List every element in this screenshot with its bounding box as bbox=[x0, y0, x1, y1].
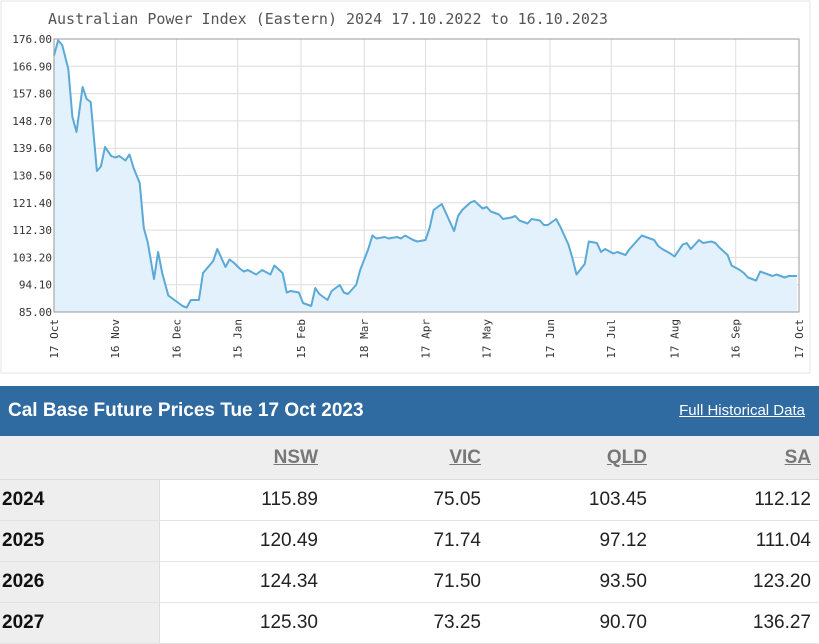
cell-sa: 112.12 bbox=[655, 479, 819, 521]
x-tick-label: 17 May bbox=[481, 319, 494, 359]
header-qld[interactable]: QLD bbox=[489, 436, 655, 480]
x-tick-label: 16 Nov bbox=[109, 319, 122, 359]
cell-qld: 93.50 bbox=[489, 561, 655, 603]
cell-qld: 97.12 bbox=[489, 520, 655, 562]
y-tick-label: 85.00 bbox=[19, 306, 52, 319]
x-tick-label: 16 Dec bbox=[170, 319, 183, 359]
x-tick-label: 15 Feb bbox=[295, 319, 308, 359]
cell-sa: 111.04 bbox=[655, 520, 819, 562]
cell-vic: 73.25 bbox=[326, 602, 489, 644]
x-tick-label: 17 Jun bbox=[544, 319, 557, 359]
cell-nsw: 115.89 bbox=[159, 479, 326, 521]
row-year: 2024 bbox=[0, 479, 160, 521]
header-year bbox=[0, 436, 159, 480]
cell-sa: 136.27 bbox=[655, 602, 819, 644]
y-tick-label: 94.10 bbox=[19, 279, 52, 292]
y-tick-label: 166.90 bbox=[12, 60, 52, 73]
panel-header: Cal Base Future Prices Tue 17 Oct 2023 F… bbox=[0, 386, 819, 436]
full-historical-data-link[interactable]: Full Historical Data bbox=[679, 402, 805, 419]
price-index-chart: Australian Power Index (Eastern) 2024 17… bbox=[0, 0, 811, 374]
header-nsw[interactable]: NSW bbox=[159, 436, 326, 480]
table-header-row: NSW VIC QLD SA bbox=[0, 436, 819, 480]
chart-area bbox=[53, 39, 797, 312]
cell-vic: 75.05 bbox=[326, 479, 489, 521]
row-year: 2025 bbox=[0, 520, 160, 562]
x-tick-label: 16 Sep bbox=[730, 319, 743, 359]
y-tick-label: 130.50 bbox=[12, 170, 52, 183]
x-tick-label: 17 Oct bbox=[793, 319, 806, 359]
plot-border bbox=[53, 38, 800, 313]
cell-nsw: 120.49 bbox=[159, 520, 326, 562]
x-tick-label: 18 Mar bbox=[358, 319, 371, 359]
y-tick-label: 112.30 bbox=[12, 224, 52, 237]
header-sa[interactable]: SA bbox=[655, 436, 819, 480]
series-area-fill bbox=[54, 40, 797, 312]
table-row: 2027 125.30 73.25 90.70 136.27 bbox=[0, 602, 819, 644]
table-row: 2026 124.34 71.50 93.50 123.20 bbox=[0, 561, 819, 603]
x-tick-label: 17 Jul bbox=[605, 319, 618, 359]
future-prices-panel: Cal Base Future Prices Tue 17 Oct 2023 F… bbox=[0, 386, 819, 644]
header-vic[interactable]: VIC bbox=[326, 436, 489, 480]
table-row: 2025 120.49 71.74 97.12 111.04 bbox=[0, 520, 819, 562]
row-year: 2026 bbox=[0, 561, 160, 603]
row-year: 2027 bbox=[0, 602, 160, 644]
y-tick-label: 157.80 bbox=[12, 88, 52, 101]
x-tick-label: 17 Oct bbox=[48, 319, 61, 359]
y-tick-label: 121.40 bbox=[12, 197, 52, 210]
cell-vic: 71.74 bbox=[326, 520, 489, 562]
cell-qld: 103.45 bbox=[489, 479, 655, 521]
y-tick-label: 103.20 bbox=[12, 251, 52, 264]
y-tick-label: 139.60 bbox=[12, 142, 52, 155]
series-line bbox=[53, 39, 797, 309]
y-tick-label: 148.70 bbox=[12, 115, 52, 128]
chart-title: Australian Power Index (Eastern) 2024 17… bbox=[48, 10, 608, 28]
cell-sa: 123.20 bbox=[655, 561, 819, 603]
chart-container: Australian Power Index (Eastern) 2024 17… bbox=[0, 0, 811, 374]
y-tick-label: 176.00 bbox=[12, 33, 52, 46]
x-tick-label: 15 Jan bbox=[232, 319, 245, 359]
y-axis-ticks: 176.00 166.90 157.80 148.70 139.60 130.50 121.… bbox=[12, 33, 52, 319]
cell-nsw: 125.30 bbox=[159, 602, 326, 644]
future-prices-table: NSW VIC QLD SA 2024 115.89 75.05 103.45 … bbox=[0, 436, 819, 644]
panel-title: Cal Base Future Prices Tue 17 Oct 2023 bbox=[8, 400, 364, 421]
x-axis-ticks: 17 Oct 16 Nov 16 Dec 15 Jan 15 Feb 18 Mar 17 A… bbox=[48, 319, 806, 359]
cell-qld: 90.70 bbox=[489, 602, 655, 644]
cell-nsw: 124.34 bbox=[159, 561, 326, 603]
cell-vic: 71.50 bbox=[326, 561, 489, 603]
table-row: 2024 115.89 75.05 103.45 112.12 bbox=[0, 479, 819, 521]
x-tick-label: 17 Aug bbox=[668, 319, 681, 359]
x-tick-label: 17 Apr bbox=[419, 319, 432, 359]
